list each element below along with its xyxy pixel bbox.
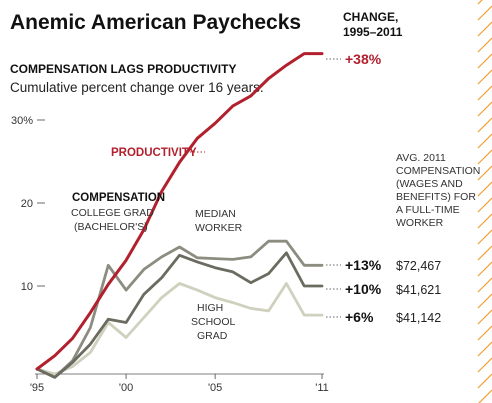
series-label-highschool-line-2: SCHOOL <box>191 316 236 328</box>
hatch-stroke <box>478 102 492 116</box>
series-line-median <box>37 253 322 377</box>
series-label-highschool-line-3: GRAD <box>197 330 228 342</box>
hatch-stroke <box>478 198 492 212</box>
hatch-stroke <box>478 278 492 292</box>
hatch-stroke <box>478 374 492 388</box>
hatch-stroke <box>478 182 492 196</box>
hatch-stroke <box>478 86 492 100</box>
hatch-stroke <box>478 0 492 4</box>
chart-subtitle: COMPENSATION LAGS PRODUCTIVITY <box>10 62 236 76</box>
hatch-stroke <box>478 118 492 132</box>
x-tick-label: '00 <box>119 382 133 394</box>
avg-header-line-6: WORKER <box>396 217 444 229</box>
hatch-stroke <box>478 326 492 340</box>
hatch-stroke <box>478 6 492 20</box>
chart-title: Anemic American Paychecks <box>10 11 301 34</box>
avg-header-line-1: AVG. 2011 <box>396 152 446 164</box>
hatch-stroke <box>478 294 492 308</box>
hatch-stroke <box>478 38 492 52</box>
x-tick-label: '11 <box>315 382 329 394</box>
hatch-stroke <box>478 262 492 276</box>
series-label-college-line-1: COLLEGE GRAD <box>71 207 154 219</box>
avg-comp-highschool: $41,142 <box>396 311 441 325</box>
avg-compensation-header: AVG. 2011 COMPENSATION (WAGES AND BENEFI… <box>396 152 480 229</box>
avg-header-line-2: COMPENSATION <box>396 165 480 177</box>
chart-description: Cumulative percent change over 16 years. <box>10 80 264 95</box>
hatch-stroke <box>478 310 492 324</box>
series-label-median-line-1: MEDIAN <box>195 208 236 220</box>
decorative-hatch <box>478 0 492 403</box>
change-value-median: +10% <box>345 281 382 297</box>
hatch-stroke <box>478 150 492 164</box>
hatch-stroke <box>478 54 492 68</box>
x-tick-label: '05 <box>208 382 222 394</box>
hatch-stroke <box>478 22 492 36</box>
series-label-college-line-2: (BACHELOR'S) <box>74 221 148 233</box>
change-value-highschool: +6% <box>345 309 374 325</box>
avg-comp-median: $41,621 <box>396 283 441 297</box>
series-label-median-line-2: WORKER <box>195 222 243 234</box>
change-value-productivity: +38% <box>345 51 382 67</box>
x-tick-label: '95 <box>30 382 44 394</box>
hatch-stroke <box>478 134 492 148</box>
hatch-stroke <box>478 214 492 228</box>
change-header-line-2: 1995–2011 <box>343 25 403 39</box>
avg-comp-college: $72,467 <box>396 259 441 273</box>
y-tick-label: 10 <box>21 281 33 293</box>
series-label-highschool-line-1: HIGH <box>197 302 223 314</box>
y-tick-label: 30% <box>11 115 33 127</box>
change-header-line-1: CHANGE, <box>343 10 398 24</box>
avg-header-line-4: BENEFITS) FOR <box>396 191 476 203</box>
change-value-college: +13% <box>345 257 382 273</box>
hatch-stroke <box>478 342 492 356</box>
y-tick-label: 20 <box>21 198 33 210</box>
series-label-productivity: PRODUCTIVITY <box>111 147 197 159</box>
hatch-stroke <box>478 230 492 244</box>
compensation-group-label: COMPENSATION <box>72 192 165 204</box>
label-leaders <box>190 59 341 317</box>
hatch-stroke <box>478 390 492 403</box>
hatch-stroke <box>478 70 492 84</box>
hatch-stroke <box>478 246 492 260</box>
avg-header-line-3: (WAGES AND <box>396 178 463 190</box>
hatch-stroke <box>478 358 492 372</box>
avg-header-line-5: A FULL-TIME <box>396 204 460 216</box>
